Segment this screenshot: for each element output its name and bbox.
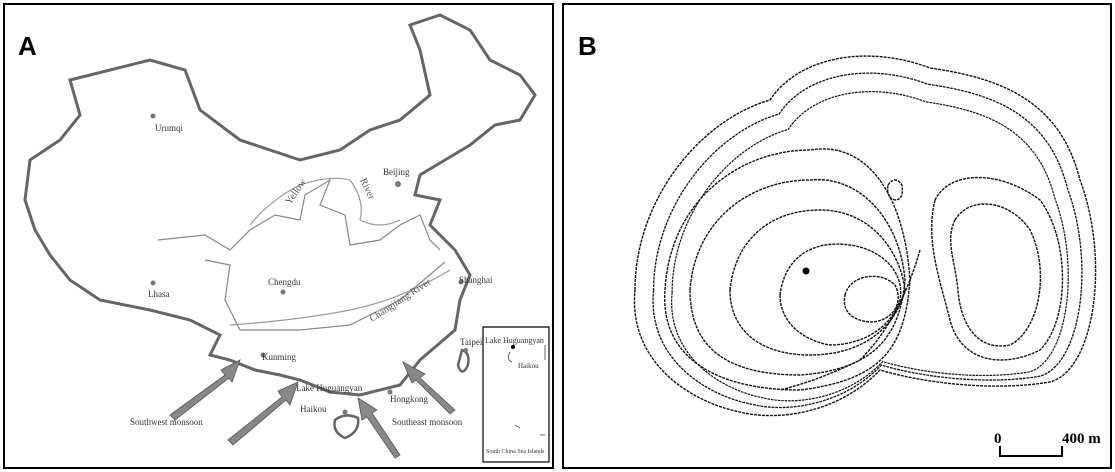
inset-caption: South China Sea Islands [486,449,545,455]
monsoon-arrows [169,359,456,459]
place-label: Lhasa [148,289,170,299]
panel-a-frame [3,3,554,469]
river-line [229,177,451,326]
panel-b-frame [562,3,1112,469]
inset-frame [482,326,550,463]
river-label: River [357,177,377,202]
river-label: Changjiang River [368,276,434,324]
inset-label: Haikou [518,362,539,370]
panel-label: A [18,31,37,61]
place-label: Urumqi [155,123,183,133]
hainan [333,414,360,440]
inset-dot [511,345,515,349]
panel-label: B [578,31,597,61]
place-label: Hongkong [390,394,428,404]
place-label: Haikou [300,404,327,414]
contours [633,55,1097,417]
scale-bar [999,446,1063,457]
place-label: Kunming [262,352,297,362]
scale-label: 0 [994,431,1002,447]
sample-site [802,267,810,275]
place-label: Taipei [460,337,483,347]
place-label: Lake Huguangyan [296,383,363,393]
inset-shapes [507,345,546,436]
taiwan [456,348,470,373]
region-boundary [157,178,446,331]
place-label: Beijing [383,167,410,177]
inset-label: Lake Huguangyan [485,336,544,345]
place-label: Shanghai [459,275,493,285]
city-dots [150,113,468,415]
monsoon-label: Southeast monsoon [392,417,463,427]
scale-label: 400 m [1062,431,1101,447]
place-label: Chengdu [268,277,301,287]
country-outline [23,13,537,397]
monsoon-label: Southwest monsoon [130,417,203,427]
